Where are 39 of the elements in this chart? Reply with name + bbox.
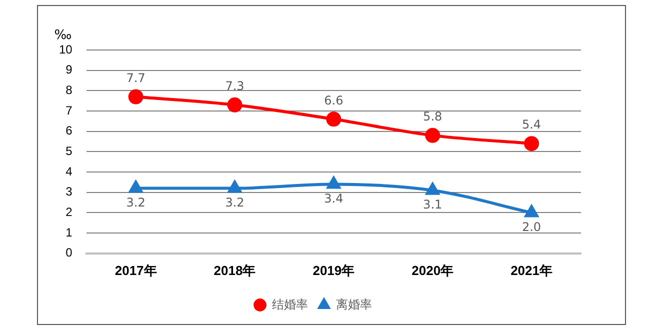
point: [129, 180, 143, 193]
x-tick-label: 2018年: [214, 262, 256, 278]
data-label: 7.3: [225, 79, 244, 94]
point: [326, 112, 342, 127]
y-tick-label: 3: [66, 184, 73, 199]
data-label: 3.2: [225, 195, 244, 210]
x-tick-label: 2017年: [114, 262, 157, 278]
point: [326, 176, 340, 189]
y-axis-title: ‰: [54, 28, 72, 43]
point: [524, 136, 540, 152]
data-label: 3.1: [423, 197, 442, 212]
x-tick-label: 2021年: [510, 262, 552, 278]
y-tick-label: 1: [66, 225, 73, 240]
legend-label: 离婚率: [336, 297, 372, 312]
point: [228, 180, 242, 193]
legend-label: 结婚率: [272, 297, 308, 312]
point: [426, 182, 440, 195]
y-tick-label: 0: [66, 246, 73, 260]
point: [128, 89, 144, 104]
data-label: 3.4: [324, 191, 344, 206]
data-label: 6.6: [324, 93, 344, 108]
data-label: 2.0: [522, 220, 542, 234]
data-label: 7.7: [126, 70, 146, 85]
x-tick-label: 2019年: [312, 262, 355, 278]
data-label: 5.4: [522, 118, 542, 132]
y-tick-label: 9: [66, 62, 73, 77]
y-tick-label: 6: [66, 124, 73, 138]
y-tick-label: 7: [66, 103, 73, 118]
y-tick-label: 8: [66, 82, 73, 97]
y-tick-label: 5: [66, 144, 73, 158]
point: [524, 205, 538, 218]
y-tick-label: 4: [66, 164, 73, 178]
point: [425, 128, 440, 143]
data-label: 3.2: [126, 195, 146, 210]
data-label: 5.8: [423, 110, 442, 124]
point: [227, 97, 242, 112]
x-tick-label: 2020年: [412, 262, 454, 278]
y-tick-label: 10: [58, 42, 73, 56]
y-tick-label: 2: [66, 205, 73, 220]
